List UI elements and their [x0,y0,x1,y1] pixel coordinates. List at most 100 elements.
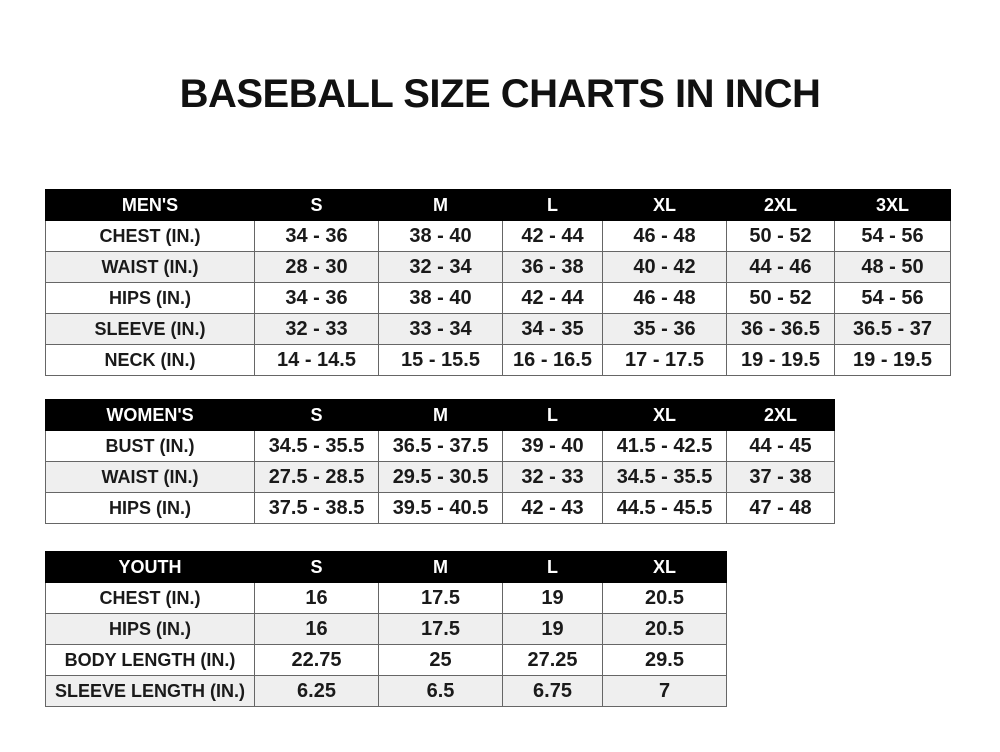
header-row: WOMEN'S S M L XL 2XL [45,399,835,431]
size-value-cell: 19 - 19.5 [726,344,835,376]
size-value-cell: 17.5 [378,582,503,614]
size-value-cell: 22.75 [254,644,379,676]
size-value-cell: 36.5 - 37 [834,313,951,345]
size-value-cell: 29.5 - 30.5 [378,461,503,493]
size-value-cell: 48 - 50 [834,251,951,283]
size-value-cell: 41.5 - 42.5 [602,430,727,462]
size-value-cell: 44 - 46 [726,251,835,283]
size-column-header: M [378,551,503,583]
size-value-cell: 7 [602,675,727,707]
size-value-cell: 25 [378,644,503,676]
header-row: YOUTH S M L XL [45,551,727,583]
measurement-label: BUST (IN.) [45,430,255,462]
size-value-cell: 54 - 56 [834,282,951,314]
size-column-header: 2XL [726,189,835,221]
table-row: SLEEVE LENGTH (IN.) 6.25 6.5 6.75 7 [45,675,727,707]
size-column-header: S [254,399,379,431]
size-column-header: L [502,189,603,221]
table-row: SLEEVE (IN.) 32 - 33 33 - 34 34 - 35 35 - 36… [45,313,951,345]
size-value-cell: 14 - 14.5 [254,344,379,376]
size-value-cell: 28 - 30 [254,251,379,283]
youth-size-table: YOUTH S M L XL CHEST (IN.) 16 17.5 19 20.5 HIPS (I… [45,551,727,707]
size-value-cell: 46 - 48 [602,220,727,252]
size-value-cell: 39 - 40 [502,430,603,462]
page-title: BASEBALL SIZE CHARTS IN INCH [179,72,821,116]
size-value-cell: 46 - 48 [602,282,727,314]
size-value-cell: 47 - 48 [726,492,835,524]
size-column-header: XL [602,189,727,221]
size-column-header: S [254,189,379,221]
size-value-cell: 36 - 38 [502,251,603,283]
size-value-cell: 36 - 36.5 [726,313,835,345]
size-value-cell: 19 - 19.5 [834,344,951,376]
size-value-cell: 34 - 35 [502,313,603,345]
size-value-cell: 6.5 [378,675,503,707]
table-row: HIPS (IN.) 16 17.5 19 20.5 [45,613,727,645]
table-row: HIPS (IN.) 37.5 - 38.5 39.5 - 40.5 42 - 43 4… [45,492,835,524]
size-column-header: 3XL [834,189,951,221]
size-value-cell: 42 - 43 [502,492,603,524]
size-value-cell: 32 - 33 [502,461,603,493]
measurement-label: NECK (IN.) [45,344,255,376]
size-value-cell: 37.5 - 38.5 [254,492,379,524]
size-column-header: S [254,551,379,583]
size-value-cell: 19 [502,582,603,614]
size-value-cell: 34 - 36 [254,282,379,314]
mens-size-table: MEN'S S M L XL 2XL 3XL CHEST (IN.) 34 - 36 38 - 4… [45,189,951,376]
size-column-header: L [502,551,603,583]
size-value-cell: 27.25 [502,644,603,676]
measurement-label: HIPS (IN.) [45,613,255,645]
size-value-cell: 42 - 44 [502,282,603,314]
size-value-cell: 35 - 36 [602,313,727,345]
size-value-cell: 38 - 40 [378,282,503,314]
size-value-cell: 50 - 52 [726,220,835,252]
measurement-label: WAIST (IN.) [45,461,255,493]
size-value-cell: 16 [254,582,379,614]
size-value-cell: 29.5 [602,644,727,676]
size-value-cell: 27.5 - 28.5 [254,461,379,493]
measurement-label: CHEST (IN.) [45,582,255,614]
size-value-cell: 42 - 44 [502,220,603,252]
size-value-cell: 16 - 16.5 [502,344,603,376]
size-value-cell: 36.5 - 37.5 [378,430,503,462]
size-column-header: XL [602,551,727,583]
table-row: CHEST (IN.) 34 - 36 38 - 40 42 - 44 46 - 48 5… [45,220,951,252]
size-value-cell: 17.5 [378,613,503,645]
table-row: WAIST (IN.) 28 - 30 32 - 34 36 - 38 40 - 42 4… [45,251,951,283]
table-row: NECK (IN.) 14 - 14.5 15 - 15.5 16 - 16.5 17 … [45,344,951,376]
measurement-label: SLEEVE (IN.) [45,313,255,345]
measurement-label: SLEEVE LENGTH (IN.) [45,675,255,707]
table-row: WAIST (IN.) 27.5 - 28.5 29.5 - 30.5 32 - 33… [45,461,835,493]
size-value-cell: 6.25 [254,675,379,707]
size-value-cell: 32 - 34 [378,251,503,283]
table-row: HIPS (IN.) 34 - 36 38 - 40 42 - 44 46 - 48 50… [45,282,951,314]
table-category-header: WOMEN'S [45,399,255,431]
size-value-cell: 50 - 52 [726,282,835,314]
size-column-header: L [502,399,603,431]
size-column-header: M [378,189,503,221]
size-value-cell: 39.5 - 40.5 [378,492,503,524]
size-value-cell: 34.5 - 35.5 [254,430,379,462]
size-value-cell: 32 - 33 [254,313,379,345]
size-column-header: 2XL [726,399,835,431]
header-row: MEN'S S M L XL 2XL 3XL [45,189,951,221]
measurement-label: CHEST (IN.) [45,220,255,252]
size-value-cell: 15 - 15.5 [378,344,503,376]
size-value-cell: 34.5 - 35.5 [602,461,727,493]
measurement-label: HIPS (IN.) [45,282,255,314]
table-row: BUST (IN.) 34.5 - 35.5 36.5 - 37.5 39 - 40 4… [45,430,835,462]
size-value-cell: 44 - 45 [726,430,835,462]
size-column-header: M [378,399,503,431]
size-value-cell: 19 [502,613,603,645]
size-value-cell: 20.5 [602,613,727,645]
size-value-cell: 17 - 17.5 [602,344,727,376]
size-value-cell: 37 - 38 [726,461,835,493]
size-value-cell: 16 [254,613,379,645]
measurement-label: BODY LENGTH (IN.) [45,644,255,676]
size-value-cell: 6.75 [502,675,603,707]
size-value-cell: 44.5 - 45.5 [602,492,727,524]
table-row: BODY LENGTH (IN.) 22.75 25 27.25 29.5 [45,644,727,676]
womens-size-table: WOMEN'S S M L XL 2XL BUST (IN.) 34.5 - 35.5 36.5… [45,399,835,524]
size-value-cell: 40 - 42 [602,251,727,283]
size-value-cell: 33 - 34 [378,313,503,345]
